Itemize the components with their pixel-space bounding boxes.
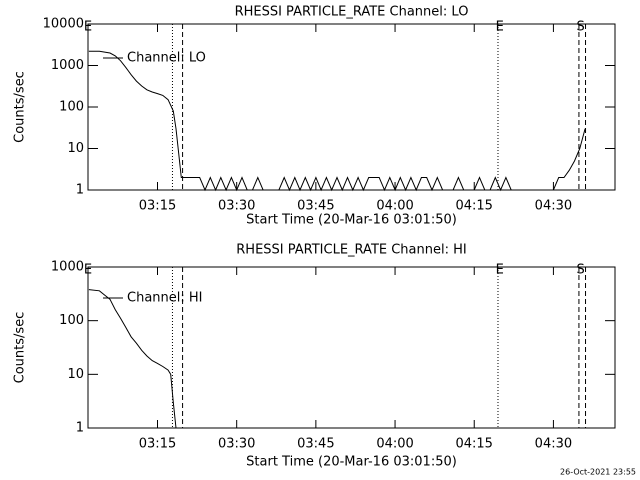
- y-axis-label: Counts/sec: [13, 71, 28, 143]
- event-label: S: [577, 20, 585, 35]
- x-tick-label: 04:15: [455, 199, 492, 214]
- x-axis-label: Start Time (20-Mar-16 03:01:50): [246, 455, 457, 470]
- data-line: [88, 289, 177, 429]
- x-tick-label: 03:45: [297, 199, 334, 214]
- legend-label: Channel: HI: [127, 291, 203, 306]
- y-tick-label: 1: [76, 183, 84, 198]
- x-tick-label: 04:30: [535, 199, 572, 214]
- x-tick-label: 04:30: [535, 437, 572, 452]
- y-tick-label: 10000: [43, 17, 84, 32]
- event-label: E: [84, 263, 92, 278]
- data-line: [88, 50, 586, 192]
- event-label: E: [496, 20, 504, 35]
- x-tick-label: 04:00: [376, 437, 413, 452]
- x-tick-label: 03:45: [297, 437, 334, 452]
- chart-title: RHESSI PARTICLE_RATE Channel: HI: [236, 243, 466, 258]
- x-tick-label: 03:15: [139, 437, 176, 452]
- y-tick-label: 100: [59, 313, 84, 328]
- x-tick-label: 04:15: [455, 437, 492, 452]
- y-tick-label: 1000: [51, 58, 84, 73]
- x-tick-label: 03:30: [218, 437, 255, 452]
- x-tick-label: 03:15: [139, 199, 176, 214]
- chart-title: RHESSI PARTICLE_RATE Channel: LO: [235, 5, 469, 20]
- y-tick-label: 10: [67, 141, 84, 156]
- event-label: S: [577, 263, 585, 278]
- footer-date: 26-Oct-2021 23:55: [560, 468, 636, 477]
- x-tick-label: 03:30: [218, 199, 255, 214]
- legend-label: Channel: LO: [127, 51, 206, 66]
- y-tick-label: 10: [67, 367, 84, 382]
- y-tick-label: 1000: [51, 260, 84, 275]
- event-label: E: [496, 263, 504, 278]
- x-tick-label: 04:00: [376, 199, 413, 214]
- x-axis-label: Start Time (20-Mar-16 03:01:50): [246, 213, 457, 228]
- y-axis-label: Counts/sec: [13, 312, 28, 384]
- event-label: E: [84, 20, 92, 35]
- y-tick-label: 100: [59, 100, 84, 115]
- plot-frame: [87, 266, 616, 429]
- y-tick-label: 1: [76, 421, 84, 436]
